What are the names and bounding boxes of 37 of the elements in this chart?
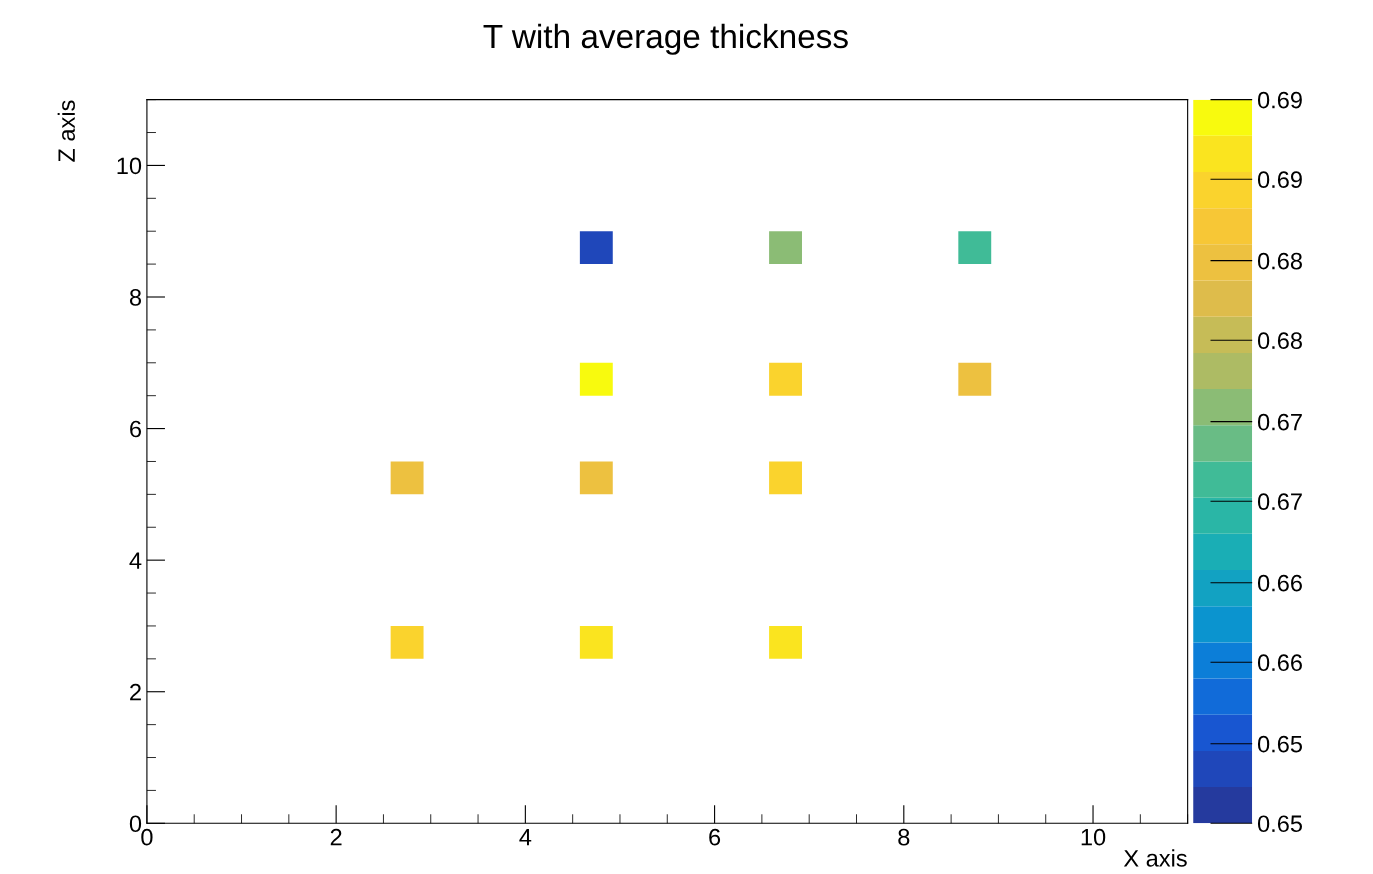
color-bar-label: 0.68 — [1257, 252, 1302, 270]
point — [958, 231, 992, 265]
point — [769, 362, 802, 396]
x-tick-label: 6 — [709, 828, 721, 846]
point — [958, 362, 992, 396]
point — [769, 461, 802, 495]
color-bar-label: 0.65 — [1257, 735, 1302, 753]
point — [769, 231, 802, 265]
point — [769, 625, 802, 659]
x-tick-label: 0 — [141, 828, 153, 846]
point — [390, 461, 424, 495]
y-axis-title: Z axis — [57, 100, 75, 162]
point — [390, 625, 424, 659]
point — [579, 625, 613, 659]
color-bar-label: 0.69 — [1257, 171, 1302, 189]
y-tick-label: 4 — [129, 552, 142, 569]
color-bar-label: 0.65 — [1257, 815, 1302, 833]
color-bar-label: 0.67 — [1257, 413, 1302, 431]
x-axis-title: X axis — [1123, 849, 1187, 867]
color-bar-label: 0.67 — [1257, 493, 1302, 511]
y-tick-label: 2 — [130, 683, 141, 701]
color-bar-label: 0.68 — [1257, 332, 1302, 350]
color-bar-label: 0.69 — [1257, 91, 1302, 109]
chart-title: T with average thickness — [483, 23, 848, 55]
x-tick-label: 2 — [330, 828, 342, 846]
y-tick-label: 0 — [129, 815, 142, 833]
point — [579, 461, 613, 495]
color-bar-label: 0.66 — [1257, 574, 1302, 592]
y-tick-label: 8 — [129, 289, 142, 306]
x-tick-label: 10 — [1081, 828, 1106, 846]
point — [579, 362, 613, 396]
x-tick-label: 8 — [898, 828, 910, 846]
x-tick-label: 4 — [519, 829, 532, 846]
y-tick-label: 10 — [117, 157, 142, 175]
y-tick-label: 6 — [130, 420, 142, 438]
point — [579, 231, 613, 265]
color-bar-label: 0.66 — [1257, 654, 1302, 672]
